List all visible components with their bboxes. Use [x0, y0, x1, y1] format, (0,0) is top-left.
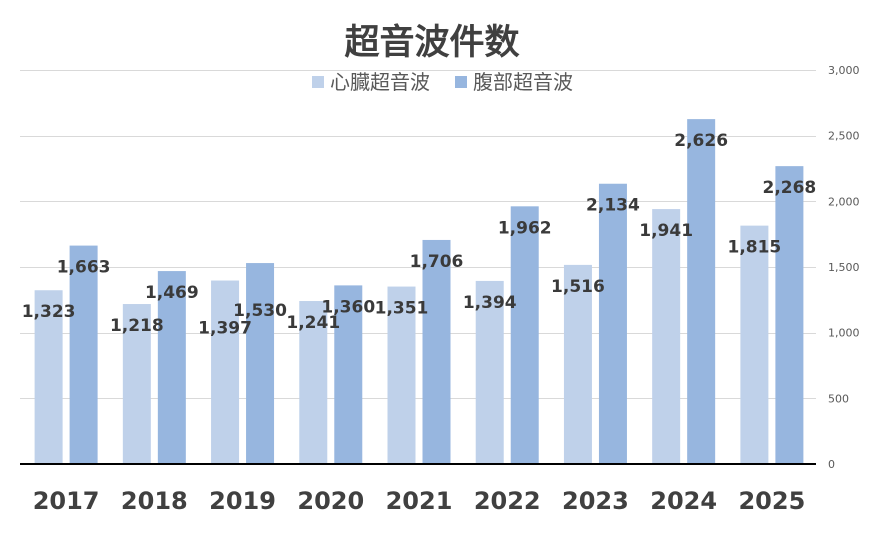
data-label-series-1-2020: 1,241	[286, 313, 340, 333]
y-tick-label-1500: 1,500	[828, 261, 860, 274]
series-2-bar-2025	[775, 166, 804, 465]
x-tick-label-2017: 2017	[33, 487, 100, 515]
series-1-bar-2023	[563, 264, 592, 464]
series-1-bar-2017	[34, 290, 63, 464]
x-tick-label-2018: 2018	[121, 487, 188, 515]
series-1-bar-2024	[652, 209, 681, 464]
y-tick-label-0: 0	[828, 458, 835, 471]
data-label-series-2-2018: 1,469	[145, 283, 199, 303]
x-tick-label-2024: 2024	[650, 487, 717, 515]
series-1-bar-2022	[475, 280, 504, 464]
data-label-series-1-2017: 1,323	[22, 302, 76, 322]
data-label-series-1-2019: 1,397	[198, 319, 252, 339]
y-tick-label-2500: 2,500	[828, 130, 860, 143]
data-label-series-2-2024: 2,626	[674, 131, 728, 151]
data-label-series-2-2019: 1,530	[233, 301, 287, 321]
y-tick-label-3000: 3,000	[828, 64, 860, 77]
data-label-series-2-2022: 1,962	[498, 218, 552, 238]
data-label-series-1-2018: 1,218	[110, 316, 164, 336]
data-label-series-2-2017: 1,663	[57, 258, 111, 278]
legend-label-series-2: 腹部超音波	[473, 70, 573, 94]
y-tick-label-2000: 2,000	[828, 195, 860, 208]
y-tick-label-500: 500	[828, 392, 849, 405]
x-tick-label-2023: 2023	[562, 487, 629, 515]
series-1-bar-2019	[211, 280, 240, 464]
data-label-series-1-2025: 1,815	[727, 238, 781, 258]
bars	[34, 119, 804, 465]
data-labels: 1,323 1,218 1,397 1,241 1,351 1,394 1,516 1,941…	[22, 131, 817, 338]
series-2-bar-2017	[69, 245, 98, 464]
data-label-series-1-2022: 1,394	[463, 293, 517, 313]
series-1-bar-2020	[299, 301, 328, 464]
series-2-bar-2023	[598, 183, 627, 464]
series-1-bar-2018	[122, 304, 151, 464]
series-2-bar-2022	[510, 206, 539, 464]
data-label-series-2-2020: 1,360	[321, 297, 375, 317]
legend-swatch-series-2	[455, 76, 467, 88]
series-2-bar-2019	[246, 263, 275, 464]
data-label-series-1-2021: 1,351	[375, 299, 429, 319]
series-2-bar-2018	[157, 271, 186, 464]
x-tick-label-2020: 2020	[297, 487, 364, 515]
x-tick-label-2019: 2019	[209, 487, 276, 515]
x-tick-label-2025: 2025	[738, 487, 805, 515]
series-2-bar-2020	[334, 285, 363, 464]
legend-label-series-1: 心臓超音波	[330, 70, 430, 94]
x-tick-label-2021: 2021	[386, 487, 453, 515]
series-2-bar-2021	[422, 239, 451, 464]
x-tick-label-2022: 2022	[474, 487, 541, 515]
series-1-bar-2021	[387, 286, 416, 464]
chart-title: 超音波件数	[344, 22, 519, 63]
legend: 心臓超音波 腹部超音波	[312, 70, 573, 94]
data-label-series-2-2025: 2,268	[762, 178, 816, 198]
legend-swatch-series-1	[312, 76, 324, 88]
data-label-series-1-2024: 1,941	[639, 221, 693, 241]
y-axis-tick-labels: 0 500 1,000 1,500 2,000 2,500 3,000	[828, 64, 860, 471]
gridlines	[20, 70, 816, 399]
x-axis-tick-labels: 2017 2018 2019 2020 2021 2022 2023 2024 2025	[33, 487, 806, 515]
data-label-series-2-2023: 2,134	[586, 196, 640, 216]
y-tick-label-1000: 1,000	[828, 327, 860, 340]
data-label-series-2-2021: 1,706	[410, 252, 464, 272]
series-1-bar-2025	[740, 225, 769, 464]
data-label-series-1-2023: 1,516	[551, 277, 605, 297]
series-2-bar-2024	[687, 119, 716, 465]
